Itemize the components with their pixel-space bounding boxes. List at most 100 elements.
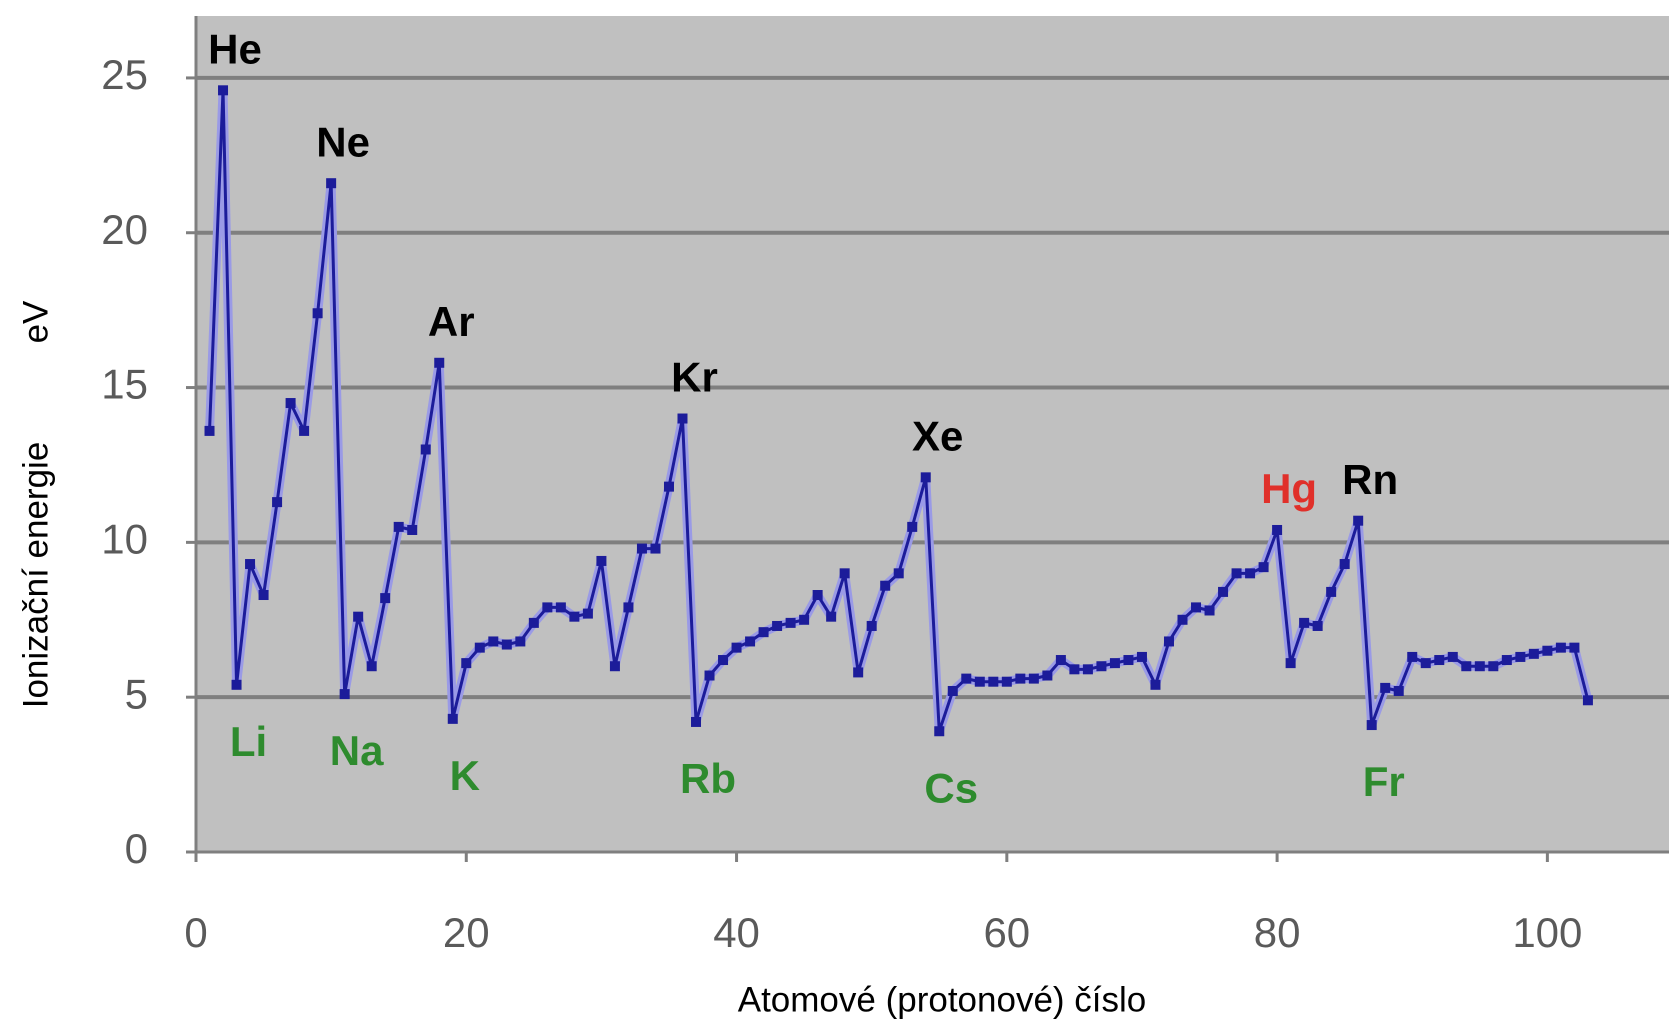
point (569, 611, 580, 622)
point (272, 497, 283, 508)
point (1542, 645, 1553, 656)
point (1001, 676, 1012, 687)
point (866, 620, 877, 631)
annotation: K (450, 752, 480, 799)
point (1299, 617, 1310, 628)
point (461, 658, 472, 669)
point (353, 611, 364, 622)
point (691, 716, 702, 727)
point (974, 676, 985, 687)
point (1474, 661, 1485, 672)
point (258, 590, 269, 601)
point (812, 590, 823, 601)
point (366, 661, 377, 672)
y-axis-unit: eV (16, 300, 55, 343)
point (907, 521, 918, 532)
point (1380, 682, 1391, 693)
point (1096, 661, 1107, 672)
point (1015, 673, 1026, 684)
point (204, 425, 215, 436)
point (1312, 620, 1323, 631)
x-tick-label: 20 (443, 909, 490, 956)
point (515, 636, 526, 647)
point (1055, 655, 1066, 666)
point (542, 602, 553, 613)
point (799, 614, 810, 625)
annotation: Hg (1261, 465, 1317, 512)
x-tick-label: 0 (184, 909, 207, 956)
point (1150, 679, 1161, 690)
annotation: Cs (924, 764, 978, 811)
point (1353, 515, 1364, 526)
point (880, 580, 891, 591)
point (380, 593, 391, 604)
point (731, 642, 742, 653)
point (1461, 661, 1472, 672)
point (758, 627, 769, 638)
point (1204, 605, 1215, 616)
plot: 0 5 10 15 20 25 0 20 40 60 80 100 He Ne Ar Kr Xe Hg Rn Li Na… (101, 16, 1669, 956)
point (407, 524, 418, 535)
point (393, 521, 404, 532)
annotation: Fr (1363, 758, 1405, 805)
point (1447, 651, 1458, 662)
annotation: Kr (671, 354, 718, 401)
point (245, 559, 256, 570)
point (1042, 670, 1053, 681)
y-tick-label: 25 (101, 51, 148, 98)
point (501, 639, 512, 650)
point (961, 673, 972, 684)
point (1123, 655, 1134, 666)
point (1528, 648, 1539, 659)
point (1488, 661, 1499, 672)
point (1177, 614, 1188, 625)
point (1582, 695, 1593, 706)
annotation: Xe (912, 412, 963, 459)
point (299, 425, 310, 436)
point (677, 413, 688, 424)
annotation: Rn (1342, 456, 1398, 503)
point (920, 472, 931, 483)
annotation: Li (230, 718, 267, 765)
point (609, 661, 620, 672)
point (488, 636, 499, 647)
point (447, 713, 458, 724)
point (826, 611, 837, 622)
y-tick-label: 10 (101, 515, 148, 562)
point (1501, 655, 1512, 666)
point (420, 444, 431, 455)
point (704, 670, 715, 681)
point (893, 568, 904, 579)
point (1258, 562, 1269, 573)
point (285, 398, 296, 409)
y-axis-title: Ionizační energie (16, 442, 55, 709)
point (745, 636, 756, 647)
point (434, 357, 445, 368)
point (1163, 636, 1174, 647)
annotation: He (208, 25, 262, 72)
point (339, 689, 350, 700)
point (1515, 651, 1526, 662)
point (1285, 658, 1296, 669)
point (1366, 720, 1377, 731)
point (1326, 586, 1337, 597)
point (988, 676, 999, 687)
point (623, 602, 634, 613)
point (947, 685, 958, 696)
point (663, 481, 674, 492)
point (312, 308, 323, 319)
point (934, 726, 945, 737)
point (785, 617, 796, 628)
point (1218, 586, 1229, 597)
point (1245, 568, 1256, 579)
point (1569, 642, 1580, 653)
point (1420, 658, 1431, 669)
point (1109, 658, 1120, 669)
x-tick-label: 60 (983, 909, 1030, 956)
y-tick-label: 20 (101, 206, 148, 253)
point (718, 655, 729, 666)
y-tick-label: 0 (125, 825, 148, 872)
point (1191, 602, 1202, 613)
point (839, 568, 850, 579)
